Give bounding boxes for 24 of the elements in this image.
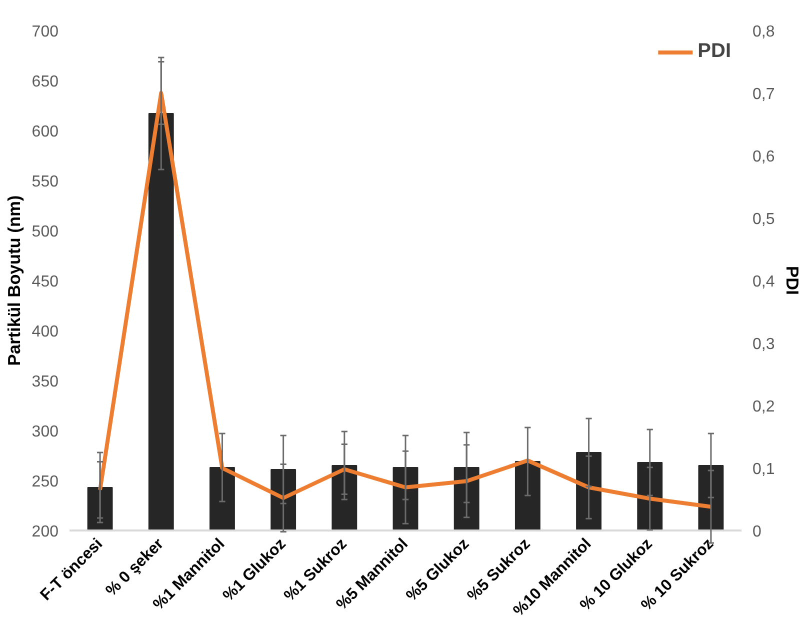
y-tick-label: 400 <box>32 324 59 340</box>
y-tick-label: 550 <box>32 174 59 190</box>
y2-tick-label: 0,7 <box>752 86 775 103</box>
y2-axis-title: PDI <box>782 266 803 295</box>
y2-tick-label: 0 <box>752 524 762 540</box>
y-tick-label: 700 <box>32 24 59 40</box>
y-tick-label: 200 <box>32 524 59 540</box>
y-tick-label: 650 <box>32 74 59 90</box>
y2-tick-label: 0,1 <box>752 461 775 478</box>
y-tick-label: 300 <box>32 424 59 440</box>
y-tick-label: 350 <box>32 374 59 390</box>
legend-label: PDI <box>698 40 731 63</box>
y-tick-label: 450 <box>32 274 59 290</box>
y-tick-label: 600 <box>32 124 59 140</box>
y2-tick-label: 0,3 <box>752 336 775 353</box>
y-tick-label: 250 <box>32 474 59 490</box>
y2-tick-label: 0,4 <box>752 274 775 290</box>
line-series <box>98 91 713 509</box>
y2-tick-label: 0,5 <box>752 211 775 228</box>
y-axis-title: Partikül Boyutu (nm) <box>4 195 24 366</box>
y2-tick-label: 0,8 <box>752 24 775 40</box>
y-tick-label: 500 <box>32 224 59 240</box>
y2-tick-label: 0,6 <box>752 148 775 166</box>
y2-tick-label: 0,2 <box>752 398 775 416</box>
